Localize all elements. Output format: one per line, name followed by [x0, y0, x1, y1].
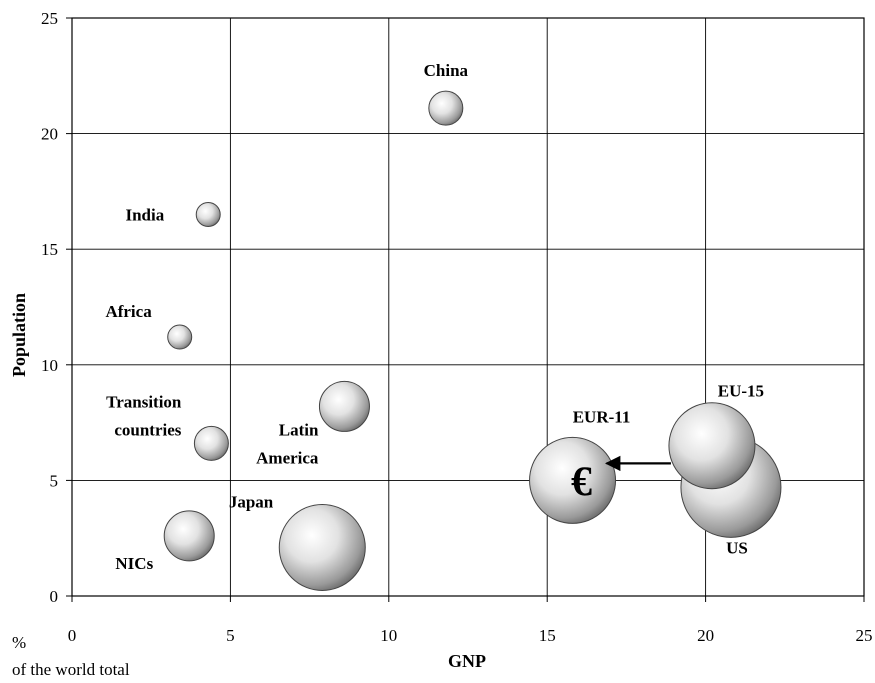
euro-symbol: €	[571, 459, 592, 505]
plot-frame	[71, 17, 865, 597]
bubble-label: US	[726, 538, 748, 557]
bubbles: €	[163, 90, 782, 591]
bubble-label: NICs	[115, 554, 153, 573]
units-note-text: of the world total	[12, 660, 130, 679]
y-tick-label: 10	[41, 356, 58, 375]
y-tick-label: 20	[41, 125, 58, 144]
y-tick-label: 15	[41, 240, 58, 259]
bubble-label: America	[256, 448, 319, 467]
nics-bubble	[163, 510, 215, 562]
x-tick-label: 25	[856, 626, 873, 645]
africa-bubble	[167, 324, 193, 350]
y-tick-label: 5	[50, 471, 59, 490]
x-axis-label: GNP	[448, 651, 486, 671]
y-tick-label: 0	[50, 587, 59, 606]
bubble-label: China	[424, 61, 469, 80]
china-bubble	[428, 90, 464, 126]
bubble-label: India	[125, 206, 164, 225]
bubble-label: Africa	[105, 302, 152, 321]
latin-america-bubble	[318, 380, 370, 432]
x-tick-label: 5	[226, 626, 235, 645]
x-tick-label: 10	[380, 626, 397, 645]
india-bubble	[195, 202, 221, 228]
bubble-label: Latin	[279, 420, 319, 439]
x-tick-label: 0	[68, 626, 77, 645]
axes: 0 5 10 15 20 25 0 5 10 15 20 25	[41, 9, 873, 645]
x-tick-label: 20	[697, 626, 714, 645]
transition-countries-bubble	[193, 425, 229, 461]
eu-15-bubble	[668, 402, 756, 490]
units-note-symbol: %	[12, 633, 27, 652]
japan-bubble	[278, 503, 366, 591]
x-tick-label: 15	[539, 626, 556, 645]
y-tick-label: 25	[41, 9, 58, 28]
bubble-label: Transition	[106, 392, 182, 411]
bubble-label: EUR-11	[573, 407, 631, 426]
bubble-labels: China India Africa Transition countries Latin…	[105, 61, 764, 573]
y-axis-label: Population	[9, 293, 29, 377]
bubble-label: EU-15	[718, 382, 764, 401]
eur-11-bubble	[529, 436, 617, 524]
bubble-label: Japan	[229, 492, 274, 511]
bubble-label: countries	[114, 420, 181, 439]
